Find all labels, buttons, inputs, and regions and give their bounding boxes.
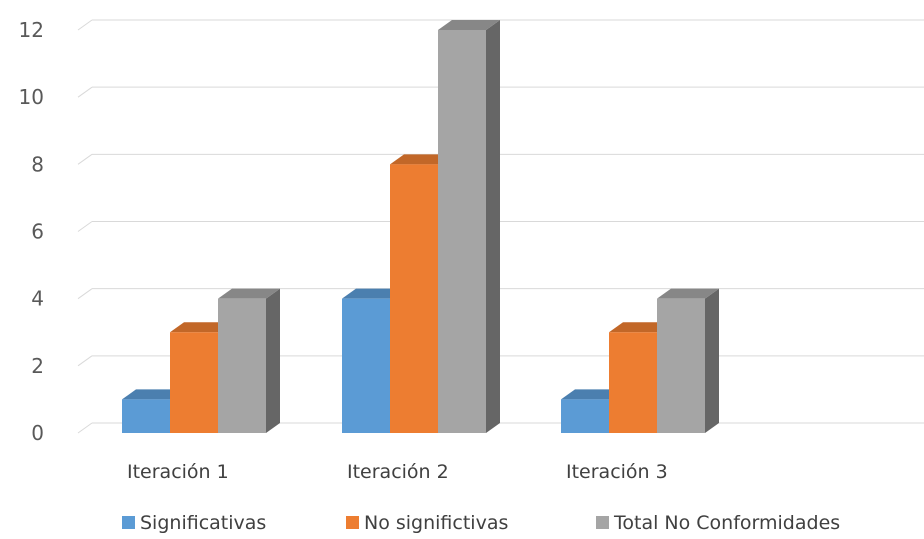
gridline-depth: [77, 86, 93, 98]
y-tick-label: 0: [31, 421, 44, 445]
bar-top: [122, 389, 184, 400]
gridline-depth: [77, 422, 93, 434]
legend-label: No significtivas: [364, 512, 508, 534]
bar-3-1: [561, 389, 623, 433]
bar-front: [657, 298, 705, 433]
bar-side: [705, 288, 719, 433]
x-tick-label: Iteración 1: [127, 461, 229, 483]
y-tick-label: 6: [31, 220, 44, 244]
y-tick-label: 12: [19, 18, 44, 42]
bar-side: [486, 20, 500, 433]
bar-front: [218, 298, 266, 433]
y-tick-label: 4: [31, 287, 44, 311]
bar-front: [390, 164, 438, 434]
x-axis: Iteración 1 Iteración 2 Iteración 3: [127, 461, 668, 483]
bar-1-3: [218, 288, 280, 433]
legend-label: Significativas: [140, 512, 266, 534]
bar-top: [390, 154, 452, 165]
bar-top: [657, 288, 719, 299]
y-tick-label: 10: [19, 85, 44, 109]
bar-top: [218, 288, 280, 299]
bar-side: [266, 288, 280, 433]
legend: Significativas No significtivas Total No C…: [122, 512, 840, 534]
bar-front: [609, 332, 657, 433]
y-tick-label: 8: [31, 152, 44, 176]
bar-front: [561, 399, 609, 433]
bar-front: [122, 399, 170, 433]
gridline-depth: [77, 355, 93, 367]
legend-swatch: [346, 516, 359, 529]
bar-2-3: [438, 20, 500, 433]
bar-top: [561, 389, 623, 400]
bar-3-3: [657, 288, 719, 433]
bar-top: [609, 322, 671, 333]
gridline-depth: [77, 153, 93, 165]
x-tick-label: Iteración 2: [347, 461, 449, 483]
bar-front: [342, 298, 390, 433]
bar-front: [170, 332, 218, 433]
legend-label: Total No Conformidades: [613, 512, 840, 534]
gridline-depth: [77, 19, 93, 31]
gridline-depth: [77, 221, 93, 232]
bar-top: [170, 322, 232, 333]
legend-swatch: [596, 516, 609, 529]
legend-swatch: [122, 516, 135, 529]
bar-top: [342, 288, 404, 299]
bar-front: [438, 30, 486, 433]
gridline-depth: [77, 288, 93, 300]
y-axis: 0 2 4 6 8 10 12: [19, 18, 44, 445]
x-tick-label: Iteración 3: [566, 461, 668, 483]
bars: [122, 20, 719, 434]
y-tick-label: 2: [31, 354, 44, 378]
bar-top: [438, 20, 500, 30]
